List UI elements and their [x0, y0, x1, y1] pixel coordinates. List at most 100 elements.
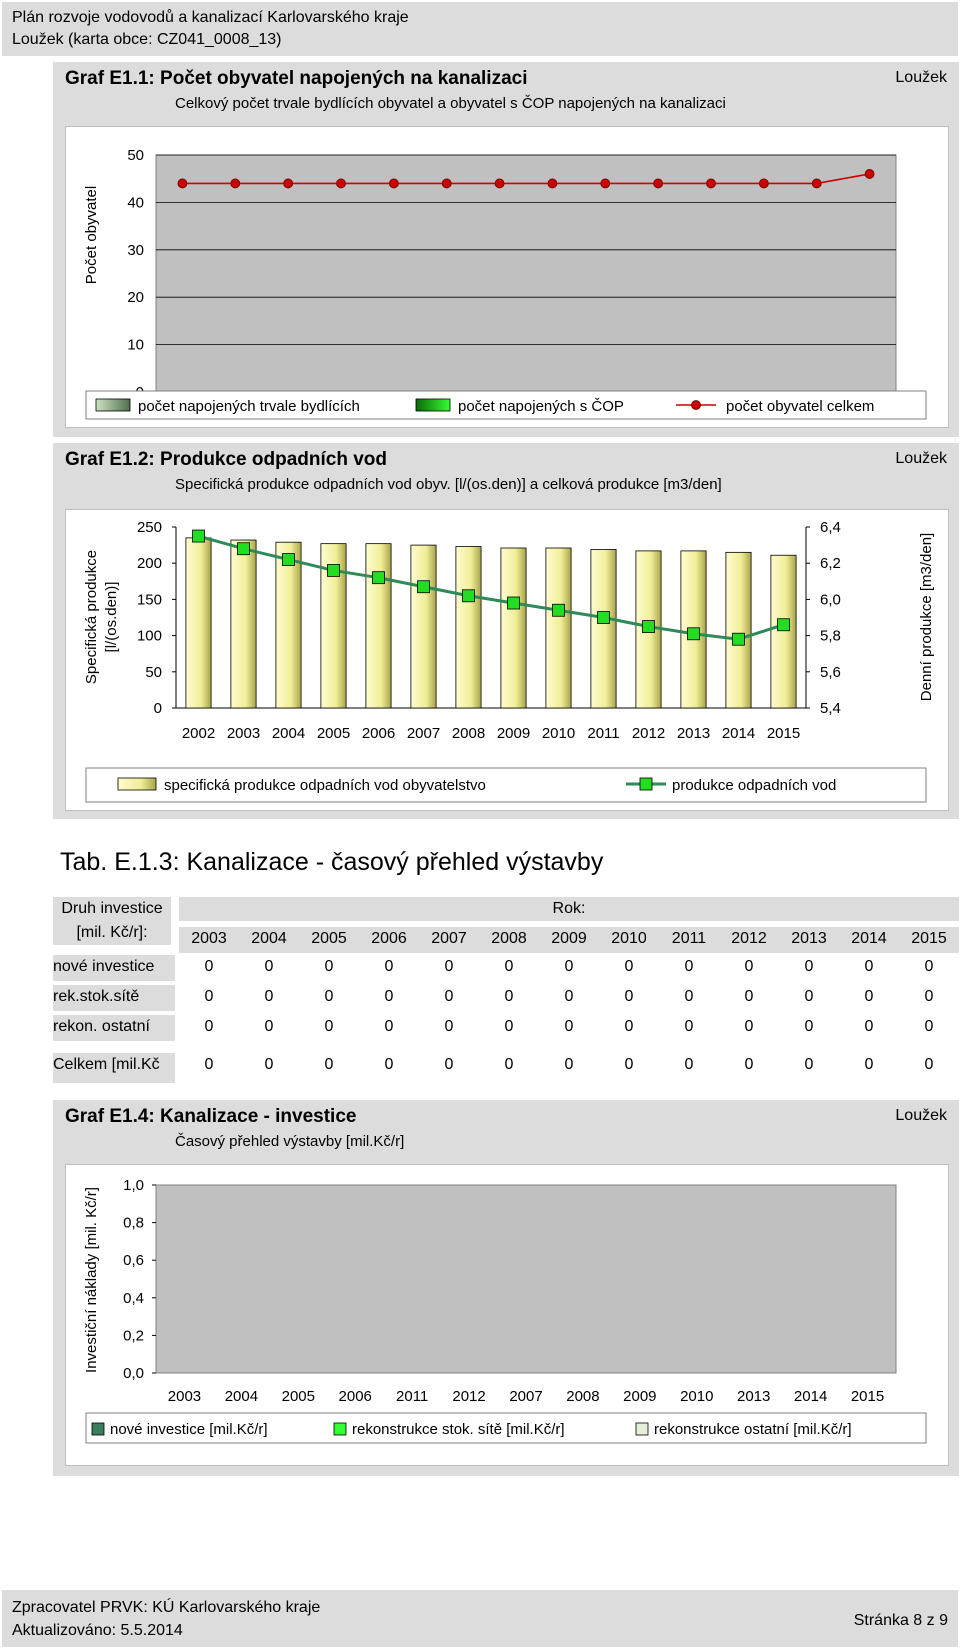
- table-total-cell: 0: [924, 1056, 934, 1073]
- table-cell: 0: [204, 988, 214, 1005]
- y-tick-label: 100: [137, 628, 162, 645]
- table-head-label: Druh investice: [53, 897, 171, 921]
- x-tick-label: 2004: [225, 1388, 258, 1405]
- table-head-unit: [mil. Kč/r]:: [53, 921, 171, 945]
- table-title: Tab. E.1.3: Kanalizace - časový přehled …: [60, 848, 604, 876]
- bar: [545, 547, 572, 709]
- table-total-cell: 0: [504, 1056, 514, 1073]
- bar: [770, 554, 797, 709]
- y-tick-label: 20: [127, 289, 144, 306]
- bar: [365, 543, 392, 709]
- data-point: [336, 178, 346, 189]
- y2-axis-label: Denní produkce [m3/den]: [918, 533, 935, 701]
- table-cell: 0: [684, 1018, 694, 1035]
- bar: [500, 547, 527, 709]
- y-tick-label: 0,8: [123, 1215, 144, 1232]
- table-cell: 0: [564, 988, 574, 1005]
- legend-swatch: [91, 1422, 105, 1436]
- y-tick-label: 0,4: [123, 1290, 144, 1307]
- x-tick-label: 2005: [317, 725, 350, 742]
- y2-tick-label: 6,2: [820, 555, 841, 572]
- chart-title: Graf E1.2: Produkce odpadních vod: [65, 449, 388, 470]
- table-cell: 0: [804, 988, 814, 1005]
- chart-e1-1-svg: 0102030405020022003200420052006200720082…: [83, 147, 927, 420]
- x-tick-label: 2013: [737, 1388, 770, 1405]
- data-point: [388, 178, 399, 189]
- series-line-production: [198, 534, 784, 641]
- y-tick-label: 150: [137, 591, 162, 608]
- table-cell: 0: [744, 1018, 754, 1035]
- table-year: 2010: [599, 927, 659, 953]
- table-year: 2007: [419, 927, 479, 953]
- legend-box: [85, 1412, 927, 1444]
- data-point: [441, 178, 452, 189]
- data-point: [864, 169, 875, 179]
- y-tick-label: 0,6: [123, 1252, 144, 1269]
- table-year: 2004: [239, 927, 299, 953]
- table-cell: 0: [444, 958, 454, 975]
- bar: [230, 539, 257, 709]
- legend-label: specifická produkce odpadních vod obyvat…: [164, 777, 486, 794]
- document-header: Plán rozvoje vodovodů a kanalizací Karlo…: [2, 2, 958, 56]
- y-axis-label: Investiční náklady [mil. Kč/r]: [83, 1187, 100, 1373]
- data-point: [177, 178, 188, 189]
- table-total-cell: 0: [564, 1056, 574, 1073]
- data-point: [462, 589, 475, 603]
- x-tick-label: 2011: [587, 725, 619, 742]
- y-tick-label: 40: [127, 194, 144, 211]
- data-point: [192, 529, 205, 543]
- y-tick-label: 50: [145, 664, 162, 681]
- table-year: 2005: [299, 927, 359, 953]
- data-point: [758, 178, 769, 189]
- legend-label: rekonstrukce stok. sítě [mil.Kč/r]: [352, 1421, 565, 1438]
- y-tick-label: 50: [127, 147, 144, 164]
- data-point: [327, 564, 340, 577]
- data-point: [597, 611, 610, 624]
- table-year: 2013: [779, 927, 839, 953]
- table-cell: 0: [624, 958, 634, 975]
- legend-label: produkce odpadních vod: [672, 777, 836, 794]
- legend-swatch: [635, 1422, 649, 1436]
- x-tick-label: 2005: [282, 1388, 315, 1405]
- x-tick-label: 2012: [632, 725, 665, 742]
- plot-area: [155, 1184, 897, 1374]
- table-cell: 0: [564, 1018, 574, 1035]
- table-cell: 0: [384, 988, 394, 1005]
- y2-tick-label: 5,4: [820, 700, 841, 717]
- legend-label: rekonstrukce ostatní [mil.Kč/r]: [654, 1421, 852, 1438]
- legend-box: [85, 767, 927, 803]
- table-cell: 0: [324, 958, 334, 975]
- chart-title: Graf E1.1: Počet obyvatel napojených na …: [65, 68, 528, 89]
- table-row-label: nové investice: [53, 955, 175, 981]
- table-year: 2008: [479, 927, 539, 953]
- bar: [725, 551, 752, 709]
- table-cell: 0: [444, 1018, 454, 1035]
- chart-subtitle: Celkový počet trvale bydlících obyvatel …: [175, 95, 726, 112]
- x-tick-label: 2009: [497, 725, 530, 742]
- data-point: [600, 178, 611, 189]
- y-axis-label: Specifická produkce: [83, 550, 100, 684]
- data-point: [732, 632, 745, 646]
- y2-tick-label: 5,6: [820, 664, 841, 681]
- table-cell: 0: [864, 1018, 874, 1035]
- y-tick-label: 0,2: [123, 1327, 144, 1344]
- table-total-cell: 0: [324, 1056, 334, 1073]
- legend-label: počet napojených s ČOP: [458, 398, 624, 415]
- x-tick-label: 2015: [767, 725, 800, 742]
- legend-box: [85, 390, 927, 420]
- legend-label: počet napojených trvale bydlících: [138, 398, 360, 415]
- table-cell: 0: [744, 988, 754, 1005]
- table-cell: 0: [924, 958, 934, 975]
- table-cell: 0: [204, 958, 214, 975]
- data-point: [653, 178, 664, 189]
- table-cell: 0: [804, 958, 814, 975]
- chart-e1-4-svg: 0,0 0,2 0,4 0,6 0,8 1,0 2003 2004 2005 2006 2011 20…: [83, 1177, 927, 1444]
- page-number: Stránka 8 z 9: [853, 1612, 948, 1629]
- table-total-cell: 0: [864, 1056, 874, 1073]
- table-cell: 0: [624, 1018, 634, 1035]
- table-cell: 0: [684, 988, 694, 1005]
- y-tick-label: 30: [127, 242, 144, 259]
- legend-swatch: [639, 777, 653, 791]
- x-tick-label: 2002: [182, 725, 215, 742]
- x-tick-label: 2008: [566, 1388, 599, 1405]
